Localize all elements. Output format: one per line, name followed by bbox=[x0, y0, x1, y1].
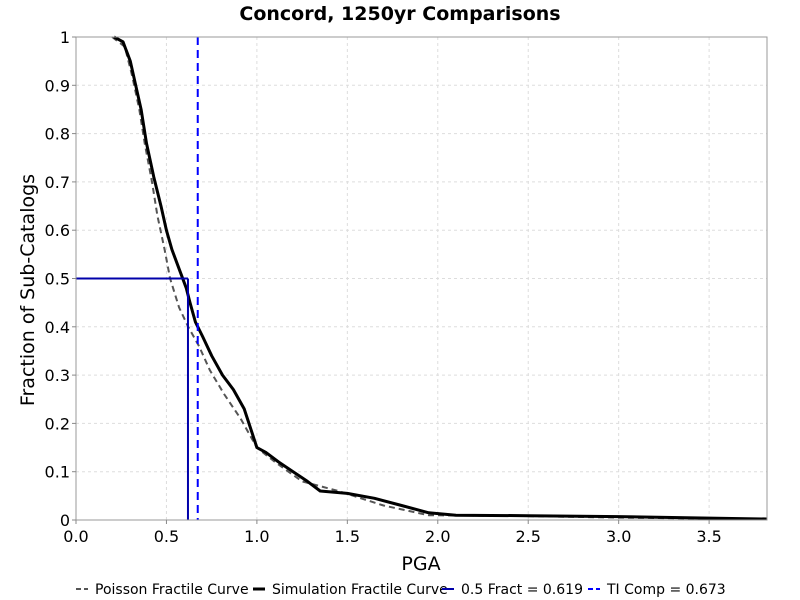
x-tick-label: 0.5 bbox=[154, 527, 179, 546]
x-axis-ticks: 0.0 0.5 1.0 1.5 2.0 2.5 3.0 3.5 bbox=[63, 520, 722, 546]
legend-label-ti: TI Comp = 0.673 bbox=[606, 582, 726, 598]
legend: Poisson Fractile Curve Simulation Fractil… bbox=[76, 582, 726, 598]
y-axis-label: Fraction of Sub-Catalogs bbox=[17, 174, 39, 406]
x-axis-label: PGA bbox=[401, 553, 440, 575]
legend-label-simulation: Simulation Fractile Curve bbox=[272, 582, 448, 598]
x-tick-label: 3.5 bbox=[696, 527, 721, 546]
series-poisson-line bbox=[111, 36, 768, 520]
y-tick-label: 0.5 bbox=[45, 270, 70, 289]
y-tick-label: 0.3 bbox=[45, 366, 70, 385]
x-tick-label: 1.0 bbox=[244, 527, 269, 546]
legend-label-poisson: Poisson Fractile Curve bbox=[95, 582, 249, 598]
series-simulation-line bbox=[113, 35, 768, 521]
x-tick-label: 3.0 bbox=[606, 527, 631, 546]
y-tick-label: 0.8 bbox=[45, 125, 70, 144]
x-tick-label: 2.5 bbox=[515, 527, 540, 546]
plot-area bbox=[76, 35, 768, 521]
y-tick-label: 0 bbox=[60, 511, 70, 530]
legend-label-fract: 0.5 Fract = 0.619 bbox=[461, 582, 583, 598]
x-tick-label: 2.0 bbox=[425, 527, 450, 546]
y-tick-label: 0.7 bbox=[45, 173, 70, 192]
x-tick-label: 0.0 bbox=[63, 527, 88, 546]
y-tick-label: 0.9 bbox=[45, 76, 70, 95]
y-axis-ticks: 0 0.1 0.2 0.3 0.4 0.5 0.6 0.7 0.8 0.9 1 bbox=[45, 28, 76, 530]
y-tick-label: 0.1 bbox=[45, 463, 70, 482]
y-tick-label: 0.2 bbox=[45, 414, 70, 433]
y-tick-label: 0.6 bbox=[45, 221, 70, 240]
y-tick-label: 0.4 bbox=[45, 318, 70, 337]
chart-title: Concord, 1250yr Comparisons bbox=[239, 3, 560, 25]
x-tick-label: 1.5 bbox=[335, 527, 360, 546]
y-tick-label: 1 bbox=[60, 28, 70, 47]
